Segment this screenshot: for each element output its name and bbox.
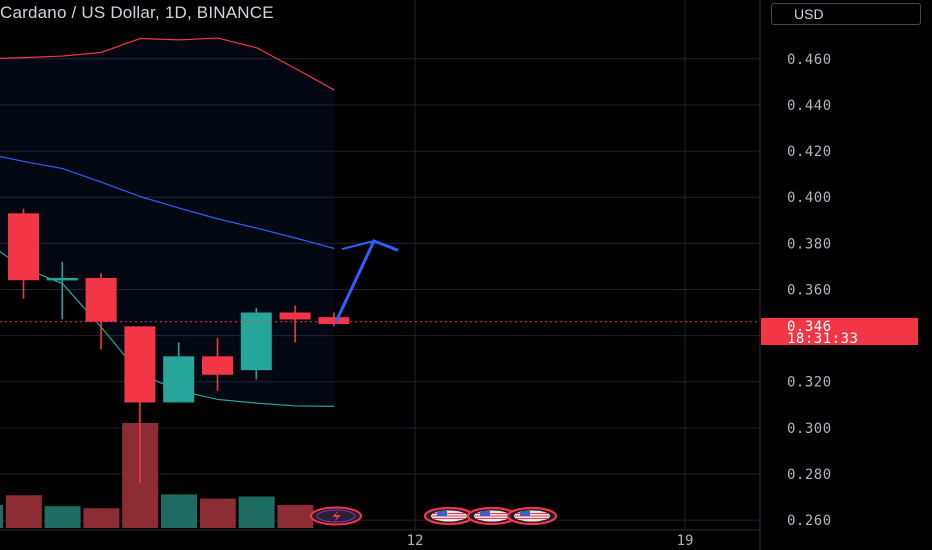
candle-body	[163, 356, 195, 403]
flag-canton	[437, 511, 447, 516]
volume-bar	[83, 508, 120, 528]
bollinger-lower-line	[0, 251, 335, 407]
time-tick-label: 19	[677, 533, 694, 549]
bollinger-middle-line	[0, 155, 335, 249]
projection-arrowhead	[341, 240, 375, 251]
volume-bar	[161, 494, 197, 528]
price-tick-label: 0.360	[787, 282, 832, 298]
last-price-badge: 0.346 18:31:33	[761, 318, 918, 347]
us-flag-icon[interactable]	[466, 506, 518, 526]
volume-bar	[238, 496, 275, 528]
price-tick-label: 0.380	[787, 236, 832, 252]
price-tick-label: 0.280	[787, 467, 832, 483]
candle-body	[85, 277, 117, 322]
bollinger-upper-line	[0, 37, 335, 91]
lightning-icon[interactable]	[310, 506, 362, 526]
candlesticks[interactable]	[8, 208, 350, 484]
price-tick-label: 0.460	[787, 52, 832, 68]
candle-body	[240, 312, 272, 371]
time-tick-label: 12	[407, 533, 424, 549]
volume-bar	[44, 506, 81, 528]
volume-bars	[0, 423, 314, 528]
candle-body	[124, 326, 156, 403]
price-tick-label: 0.260	[787, 513, 832, 529]
us-flag-icon[interactable]	[506, 506, 558, 526]
event-markers[interactable]	[310, 506, 558, 526]
volume-bar	[199, 498, 236, 528]
price-axis[interactable]: 0.4600.4400.4200.4000.3800.3600.3400.320…	[787, 6, 832, 529]
flag-canton	[480, 511, 490, 516]
candle-body	[279, 312, 311, 320]
price-tick-label: 0.440	[787, 98, 832, 114]
candle-body	[46, 277, 78, 281]
currency-button[interactable]: USD	[771, 3, 921, 25]
bollinger-bands	[0, 37, 335, 407]
bar-countdown: 18:31:33	[787, 331, 859, 347]
projection-path	[334, 239, 399, 323]
price-tick-label: 0.400	[787, 190, 832, 206]
bollinger-band-fill-area	[0, 38, 335, 407]
volume-bar	[0, 505, 3, 528]
lightning-bolt	[332, 511, 341, 522]
time-axis[interactable]: 12 19	[407, 533, 694, 549]
price-tick-label: 0.420	[787, 144, 832, 160]
last-price-value: 0.346	[787, 319, 832, 335]
candle-body	[8, 213, 39, 281]
price-tick-label: 0.300	[787, 421, 832, 437]
bollinger-band-fill	[0, 38, 335, 407]
chart-title: Cardano / US Dollar, 1D, BINANCE	[0, 3, 274, 22]
volume-bar	[277, 504, 314, 528]
volume-bar	[5, 495, 42, 528]
candle-body	[202, 356, 233, 375]
candle-body	[318, 317, 350, 325]
us-flag-icon[interactable]	[423, 506, 475, 526]
flag-canton	[520, 511, 530, 516]
price-tick-label: 0.320	[787, 375, 832, 391]
projection-arrow	[334, 239, 399, 323]
